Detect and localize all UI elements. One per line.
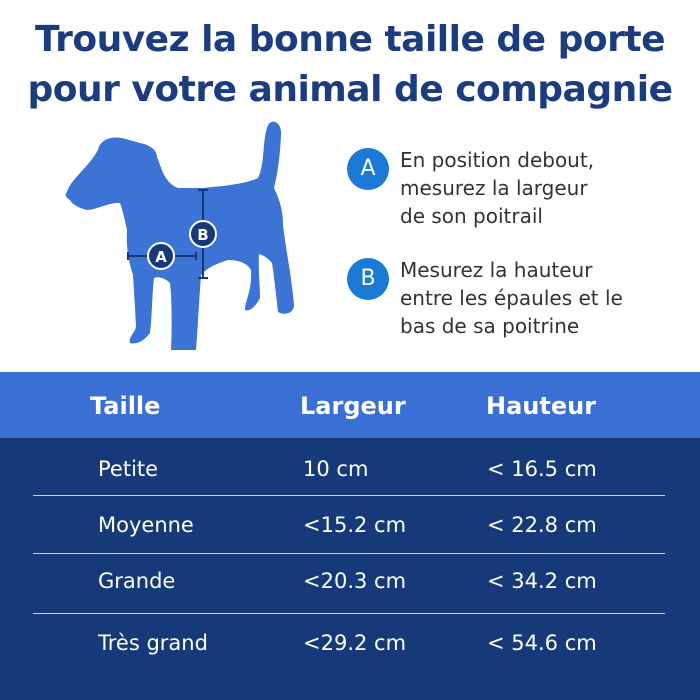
cell-width: <15.2 cm bbox=[303, 513, 407, 537]
cell-width: 10 cm bbox=[303, 457, 369, 481]
row-divider bbox=[33, 495, 665, 496]
cell-height: < 34.2 cm bbox=[487, 569, 597, 593]
cell-size: Moyenne bbox=[98, 513, 194, 537]
page-title-line-1: Trouvez la bonne taille de porte bbox=[34, 19, 666, 60]
step-a-text: En position debout, mesurez la largeur d… bbox=[400, 146, 700, 230]
badge-b-icon: B bbox=[347, 258, 389, 300]
dog-silhouette-icon bbox=[65, 121, 294, 350]
cell-height: < 22.8 cm bbox=[487, 513, 597, 537]
step-a-line-3: de son poitrail bbox=[400, 204, 543, 228]
cell-size: Très grand bbox=[98, 631, 208, 655]
cell-width: <20.3 cm bbox=[303, 569, 407, 593]
step-a-line-2: mesurez la largeur bbox=[400, 176, 588, 200]
row-divider bbox=[33, 553, 665, 554]
badge-a-icon: A bbox=[347, 148, 389, 190]
header-taille: Taille bbox=[90, 392, 161, 420]
cell-height: < 54.6 cm bbox=[487, 631, 597, 655]
page-title-line-2: pour votre animal de compagnie bbox=[27, 69, 674, 110]
step-b-line-1: Mesurez la hauteur bbox=[400, 258, 593, 282]
step-b-line-3: bas de sa poitrine bbox=[400, 314, 580, 338]
marker-b-icon: B bbox=[189, 220, 217, 248]
step-b-text: Mesurez la hauteur entre les épaules et … bbox=[400, 256, 700, 340]
cell-size: Grande bbox=[98, 569, 176, 593]
step-a-line-1: En position debout, bbox=[400, 148, 595, 172]
size-table-header: Taille Largeur Hauteur bbox=[0, 372, 700, 438]
cell-size: Petite bbox=[98, 457, 159, 481]
step-b-line-2: entre les épaules et le bbox=[400, 286, 623, 310]
cell-height: < 16.5 cm bbox=[487, 457, 597, 481]
marker-a-icon: A bbox=[147, 242, 175, 270]
marker-b-label: B bbox=[197, 226, 208, 244]
cell-width: <29.2 cm bbox=[303, 631, 407, 655]
row-divider bbox=[33, 613, 665, 614]
header-largeur: Largeur bbox=[300, 392, 406, 420]
dog-measurement-illustration: A B bbox=[65, 121, 294, 350]
size-table-body: Petite 10 cm < 16.5 cm Moyenne <15.2 cm … bbox=[0, 438, 700, 700]
header-hauteur: Hauteur bbox=[486, 392, 597, 420]
marker-a-label: A bbox=[155, 248, 167, 266]
